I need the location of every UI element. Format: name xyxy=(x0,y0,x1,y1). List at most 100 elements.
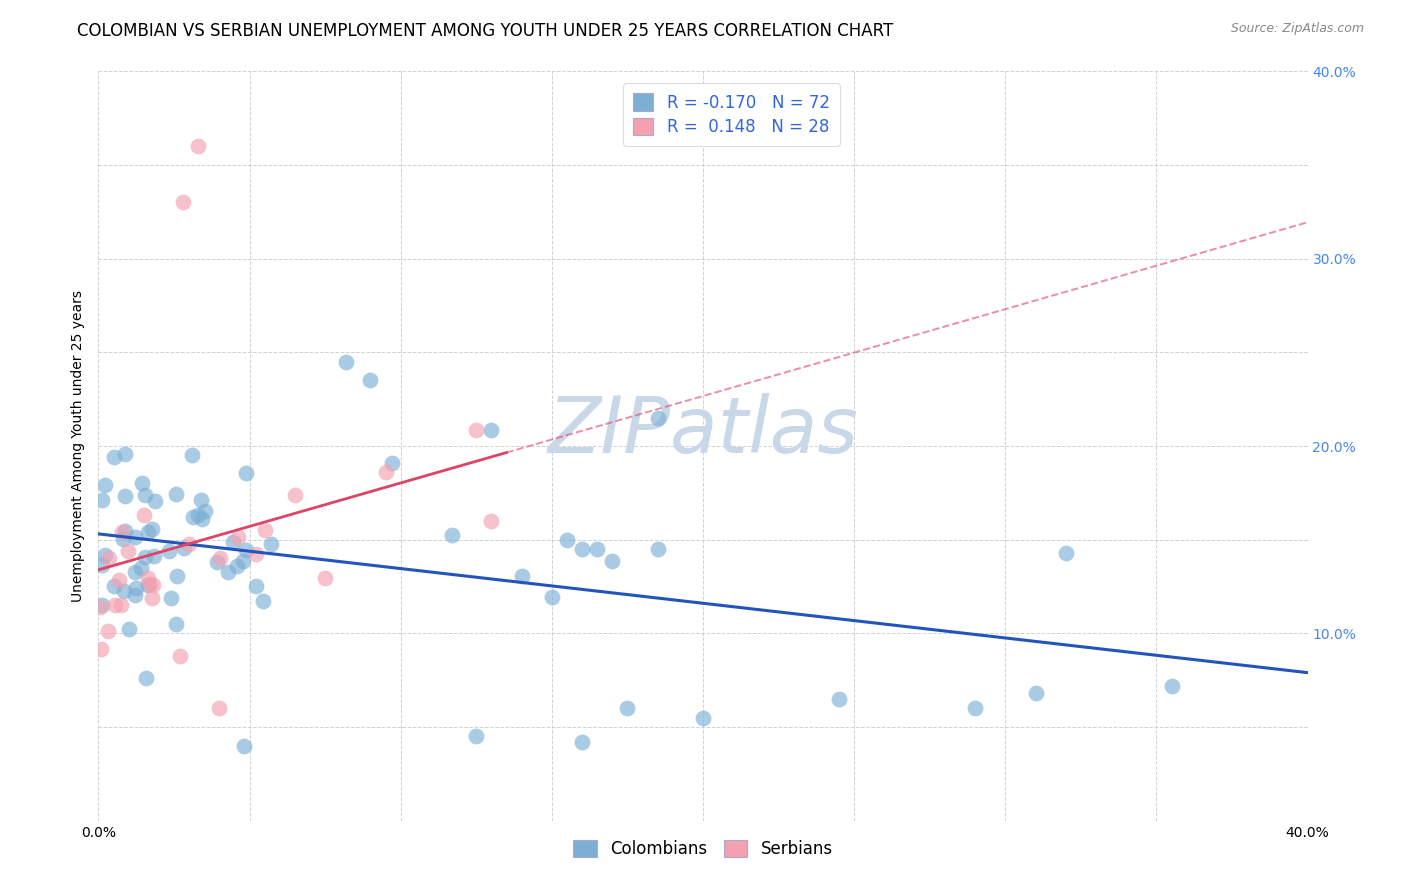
Legend: Colombians, Serbians: Colombians, Serbians xyxy=(567,833,839,864)
Colombians xyxy=(114,524,136,538)
Colombians xyxy=(118,622,141,636)
Colombians xyxy=(114,446,136,460)
Colombians xyxy=(134,550,156,565)
Serbians xyxy=(465,424,488,438)
Colombians xyxy=(616,701,638,715)
Colombians xyxy=(131,475,153,490)
Colombians xyxy=(103,450,125,464)
Colombians xyxy=(124,588,146,602)
Serbians xyxy=(172,195,194,210)
Colombians xyxy=(692,710,714,724)
Serbians xyxy=(141,591,163,606)
Serbians xyxy=(169,649,191,664)
Colombians xyxy=(190,493,212,508)
Colombians xyxy=(165,617,187,632)
Colombians xyxy=(191,512,214,526)
Colombians xyxy=(136,524,159,539)
Colombians xyxy=(134,488,156,502)
Serbians xyxy=(117,543,139,558)
Serbians xyxy=(134,508,156,523)
Colombians xyxy=(136,578,159,592)
Colombians xyxy=(252,594,274,608)
Colombians xyxy=(381,456,404,470)
Colombians xyxy=(165,487,187,501)
Colombians xyxy=(193,504,215,518)
Colombians xyxy=(828,692,851,706)
Colombians xyxy=(481,423,503,437)
Colombians xyxy=(335,355,357,369)
Colombians xyxy=(602,554,624,568)
Serbians xyxy=(284,488,307,502)
Colombians xyxy=(135,671,157,685)
Colombians xyxy=(112,584,135,599)
Colombians xyxy=(510,568,533,582)
Colombians xyxy=(94,548,117,562)
Colombians xyxy=(647,542,669,557)
Serbians xyxy=(253,523,276,537)
Serbians xyxy=(314,571,336,585)
Colombians xyxy=(125,581,148,595)
Serbians xyxy=(245,547,267,561)
Colombians xyxy=(222,534,245,549)
Serbians xyxy=(208,551,231,566)
Colombians xyxy=(245,579,267,593)
Serbians xyxy=(90,642,112,657)
Serbians xyxy=(208,701,231,715)
Colombians xyxy=(103,579,125,593)
Colombians xyxy=(205,555,228,569)
Colombians xyxy=(141,522,163,536)
Colombians xyxy=(233,739,256,753)
Colombians xyxy=(235,466,257,480)
Colombians xyxy=(441,528,464,542)
Colombians xyxy=(112,533,135,547)
Colombians xyxy=(965,701,987,715)
Colombians xyxy=(91,492,114,507)
Colombians xyxy=(1054,546,1077,560)
Colombians xyxy=(540,591,562,605)
Colombians xyxy=(114,490,136,504)
Colombians xyxy=(143,494,166,508)
Serbians xyxy=(110,598,132,612)
Y-axis label: Unemployment Among Youth under 25 years: Unemployment Among Youth under 25 years xyxy=(72,290,86,602)
Serbians xyxy=(179,537,201,551)
Colombians xyxy=(1024,686,1046,700)
Colombians xyxy=(260,537,283,551)
Serbians xyxy=(142,578,165,592)
Colombians xyxy=(586,542,609,557)
Text: COLOMBIAN VS SERBIAN UNEMPLOYMENT AMONG YOUTH UNDER 25 YEARS CORRELATION CHART: COLOMBIAN VS SERBIAN UNEMPLOYMENT AMONG … xyxy=(77,22,894,40)
Colombians xyxy=(217,565,239,579)
Text: Source: ZipAtlas.com: Source: ZipAtlas.com xyxy=(1230,22,1364,36)
Text: ZIPatlas: ZIPatlas xyxy=(547,393,859,469)
Serbians xyxy=(138,577,160,591)
Colombians xyxy=(225,558,247,573)
Colombians xyxy=(160,591,183,606)
Colombians xyxy=(181,509,204,524)
Serbians xyxy=(187,139,209,153)
Colombians xyxy=(1160,679,1182,693)
Serbians xyxy=(97,624,120,638)
Colombians xyxy=(124,530,146,544)
Colombians xyxy=(235,542,257,557)
Colombians xyxy=(142,549,165,563)
Colombians xyxy=(131,561,153,575)
Colombians xyxy=(555,533,578,547)
Serbians xyxy=(107,573,129,587)
Serbians xyxy=(89,599,111,614)
Colombians xyxy=(465,730,488,744)
Colombians xyxy=(91,558,114,572)
Colombians xyxy=(647,411,669,425)
Serbians xyxy=(226,530,249,544)
Colombians xyxy=(571,542,593,557)
Colombians xyxy=(166,568,188,582)
Serbians xyxy=(104,599,127,613)
Colombians xyxy=(571,735,593,749)
Colombians xyxy=(93,478,115,492)
Colombians xyxy=(124,565,146,579)
Colombians xyxy=(181,448,204,462)
Colombians xyxy=(360,374,382,388)
Colombians xyxy=(187,508,209,523)
Colombians xyxy=(232,554,254,568)
Colombians xyxy=(90,598,112,612)
Serbians xyxy=(98,551,121,566)
Serbians xyxy=(374,466,396,480)
